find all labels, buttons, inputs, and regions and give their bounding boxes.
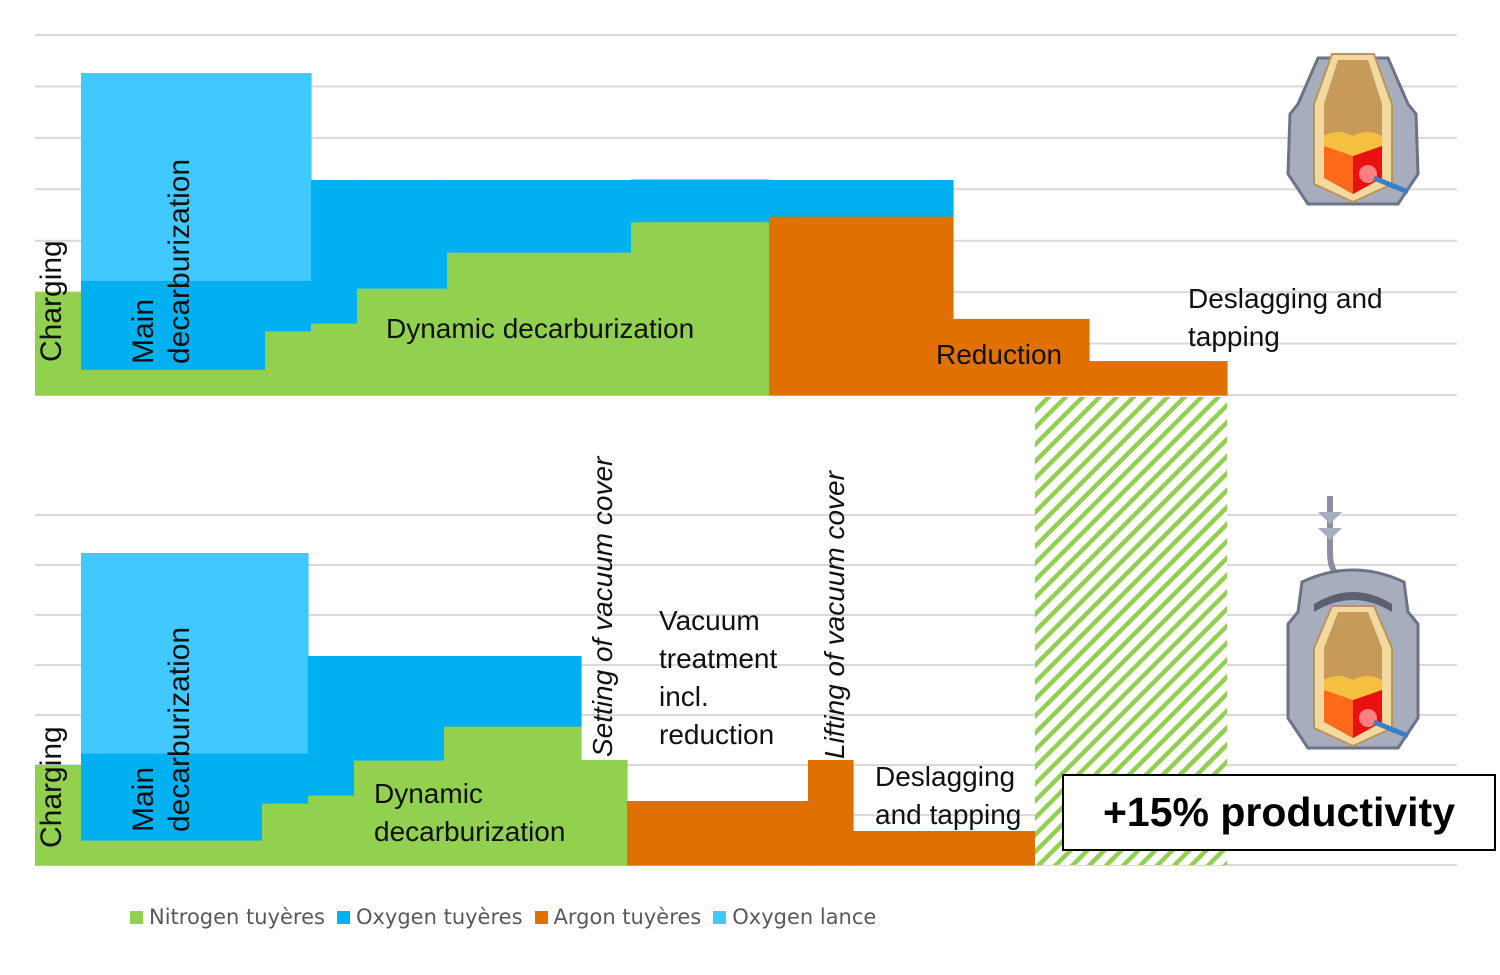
label-setting-vacuum: Setting of vacuum cover bbox=[587, 456, 618, 757]
bar-nitrogen-segment-5 bbox=[444, 726, 582, 866]
bar-oxygen-tuyeres-segment-4 bbox=[354, 656, 445, 761]
label-vacuum-3: incl. bbox=[659, 681, 709, 712]
label-charging-bottom: Charging bbox=[35, 726, 68, 848]
bar-oxygen-lance-segment-2 bbox=[262, 553, 309, 754]
label-deslag-top-2: tapping bbox=[1188, 321, 1280, 352]
bar-argon-segment-7 bbox=[627, 801, 809, 866]
label-deslag-bottom-2: and tapping bbox=[875, 799, 1022, 830]
bar-nitrogen-segment-5 bbox=[447, 252, 632, 396]
legend-label-oxygen-tuyeres: Oxygen tuyères bbox=[355, 905, 523, 929]
legend-label-nitrogen: Nitrogen tuyères bbox=[149, 905, 325, 929]
productivity-callout: +15% productivity bbox=[1062, 774, 1496, 851]
bar-nitrogen-segment-3 bbox=[308, 795, 355, 866]
bar-nitrogen-segment-4 bbox=[357, 288, 448, 396]
label-decarb-bottom: decarburization bbox=[163, 626, 196, 832]
bar-oxygen-tuyeres-segment-2 bbox=[262, 753, 309, 804]
label-deslag-bottom-1: Deslagging bbox=[875, 761, 1016, 792]
bar-argon-segment-9 bbox=[853, 831, 1036, 866]
legend-item-oxygen-lance: Oxygen lance bbox=[713, 905, 876, 929]
bar-nitrogen-segment-2 bbox=[265, 330, 312, 396]
bar-nitrogen-segment-6 bbox=[631, 221, 770, 396]
legend-label-oxygen-lance: Oxygen lance bbox=[732, 905, 877, 929]
label-vacuum-2: treatment bbox=[659, 643, 778, 674]
bar-oxygen-tuyeres-segment-3 bbox=[311, 180, 358, 324]
legend-swatch-oxygen-lance bbox=[713, 910, 727, 924]
bar-argon-segment-8 bbox=[808, 760, 854, 866]
bar-argon-segment-7 bbox=[769, 216, 954, 396]
label-deslag-top-1: Deslagging and bbox=[1188, 283, 1383, 314]
label-dynamic-top: Dynamic decarburization bbox=[386, 313, 695, 344]
label-main-bottom: Main bbox=[127, 766, 160, 832]
label-vacuum-1: Vacuum bbox=[659, 605, 760, 636]
label-dynamic-bottom-1: Dynamic bbox=[374, 778, 483, 809]
bar-nitrogen-segment-4 bbox=[354, 760, 445, 866]
bar-nitrogen-segment-3 bbox=[311, 322, 358, 396]
legend-label-argon: Argon tuyères bbox=[553, 905, 702, 929]
bar-oxygen-tuyeres-segment-5 bbox=[447, 180, 632, 253]
label-reduction-top: Reduction bbox=[936, 339, 1063, 370]
bar-oxygen-tuyeres-segment-2 bbox=[265, 280, 312, 332]
bar-nitrogen-segment-0 bbox=[35, 765, 82, 866]
bar-oxygen-lance-segment-1 bbox=[81, 553, 263, 754]
bar-oxygen-tuyeres-segment-4 bbox=[357, 180, 448, 289]
label-vacuum-4: reduction bbox=[659, 719, 775, 750]
legend-item-nitrogen: Nitrogen tuyères bbox=[130, 905, 325, 929]
bar-oxygen-tuyeres-segment-6 bbox=[631, 179, 770, 223]
legend-swatch-nitrogen bbox=[130, 910, 143, 924]
bar-nitrogen-segment-2 bbox=[262, 803, 309, 866]
bar-nitrogen-segment-6 bbox=[581, 760, 628, 866]
series-bottom bbox=[35, 553, 1036, 866]
converter-vessel-icon bbox=[1286, 53, 1420, 206]
label-main-top: Main bbox=[127, 298, 160, 364]
bar-oxygen-tuyeres-segment-7 bbox=[769, 180, 954, 217]
label-charging-top: Charging bbox=[35, 240, 68, 362]
bar-oxygen-tuyeres-segment-5 bbox=[444, 656, 582, 727]
bar-nitrogen-segment-1 bbox=[81, 840, 263, 866]
series-top bbox=[35, 73, 1228, 396]
legend-item-argon: Argon tuyères bbox=[534, 905, 702, 929]
legend-item-oxygen-tuyeres: Oxygen tuyères bbox=[336, 905, 523, 929]
label-lifting-vacuum: Lifting of vacuum cover bbox=[819, 471, 850, 759]
bar-argon-segment-9 bbox=[1089, 361, 1228, 396]
bar-oxygen-tuyeres-segment-3 bbox=[308, 656, 355, 796]
bar-oxygen-tuyeres-segment-1 bbox=[81, 280, 266, 370]
bar-nitrogen-segment-0 bbox=[35, 292, 82, 396]
label-decarb-top: decarburization bbox=[163, 158, 196, 364]
bar-argon-segment-8 bbox=[953, 318, 1090, 396]
bar-oxygen-lance-segment-2 bbox=[265, 73, 312, 281]
bar-oxygen-lance-segment-1 bbox=[81, 73, 266, 281]
vacuum-converter-vessel-icon bbox=[1286, 496, 1420, 750]
bar-nitrogen-segment-1 bbox=[81, 369, 266, 396]
label-dynamic-bottom-2: decarburization bbox=[374, 816, 566, 847]
bar-oxygen-tuyeres-segment-1 bbox=[81, 753, 263, 841]
legend-swatch-argon bbox=[534, 910, 548, 924]
legend: Nitrogen tuyères Oxygen tuyères Argon tu… bbox=[130, 905, 888, 929]
legend-swatch-oxygen-tuyeres bbox=[336, 910, 350, 924]
